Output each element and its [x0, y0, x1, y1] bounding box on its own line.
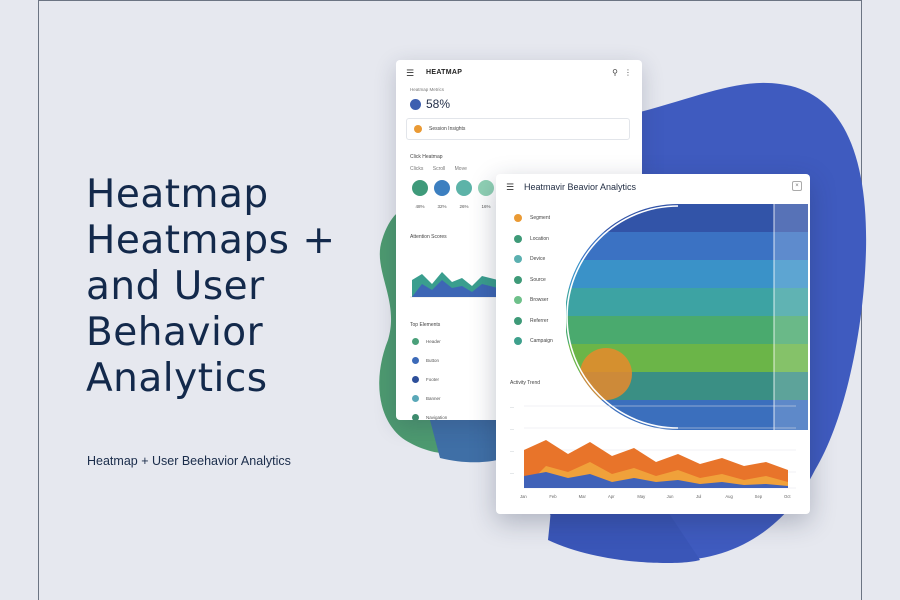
panel-header: ☰ HEATMAP ⚲ ⋮	[406, 68, 632, 82]
x-tick-label: May	[637, 494, 646, 499]
section-title: Activity Trend	[510, 380, 541, 386]
stat-label: 16%	[481, 204, 491, 209]
stat-circle-icon	[456, 180, 472, 196]
insight-card-text: Session Insights	[429, 126, 466, 132]
list-item-label: Navigation	[426, 415, 448, 420]
x-tick-label: Jan	[520, 494, 527, 499]
menu-icon[interactable]: ☰	[506, 182, 515, 192]
bullet-icon	[514, 255, 522, 263]
tab-bar: Clicks Scroll Move	[410, 166, 475, 172]
headline-line-2: Heatmaps +	[86, 218, 336, 263]
list-item-label: Button	[426, 358, 440, 363]
svg-text:—: —	[510, 470, 514, 475]
tab-scroll[interactable]: Scroll	[432, 166, 446, 172]
stat-label: 26%	[459, 204, 469, 209]
x-tick-label: Oct	[784, 494, 791, 499]
stat-label: 48%	[415, 204, 425, 209]
metric-value: 58%	[426, 97, 451, 111]
headline-line-3: and User	[86, 264, 265, 309]
bullet-icon	[412, 338, 419, 345]
heatmap-visual	[566, 204, 808, 430]
list-item-label: Browser	[530, 297, 549, 303]
bullet-icon	[514, 234, 522, 243]
bullet-icon	[514, 296, 522, 304]
area-chart-small	[410, 272, 500, 298]
panel-title: Heatmavir Beavior Analytics	[524, 182, 637, 192]
x-tick-label: Apr	[608, 494, 615, 499]
x-tick-label: Aug	[725, 494, 733, 499]
close-icon[interactable]: ×	[792, 181, 802, 191]
bullet-icon	[514, 337, 522, 345]
x-tick-label: Feb	[549, 494, 557, 499]
metric-dot-icon	[410, 99, 421, 110]
bullet-icon	[412, 395, 419, 402]
bullet-icon	[412, 414, 419, 420]
tab-clicks[interactable]: Clicks	[410, 166, 424, 172]
search-icon[interactable]: ⚲	[612, 68, 618, 77]
trend-area-chart: — — — — Jan Feb Mar Apr May Jun Jul Aug Sep Oct	[510, 404, 796, 499]
list-item-label: Banner	[426, 396, 441, 401]
list-item-label: Campaign	[530, 338, 553, 344]
headline-line-5: Analytics	[86, 356, 268, 401]
subtitle: Heatmap + User Beehavior Analytics	[87, 454, 291, 468]
dashboard-panel-front: ☰ Heatmavir Beavior Analytics × Segment …	[496, 174, 810, 514]
bullet-icon	[514, 316, 522, 325]
bullet-icon	[412, 376, 419, 383]
bullet-icon	[412, 357, 419, 364]
list-item-label: Footer	[426, 377, 440, 382]
metric-label: Heatmap Metrics	[410, 87, 445, 92]
svg-text:—: —	[510, 426, 514, 431]
list-item-label: Source	[530, 276, 546, 283]
x-tick-label: Jul	[696, 494, 701, 499]
menu-icon[interactable]: ☰	[406, 68, 415, 78]
x-tick-label: Mar	[579, 494, 587, 499]
stat-circle-icon	[478, 180, 494, 196]
section-title: Attention Scores	[410, 234, 447, 240]
list-item-label: Device	[530, 256, 546, 262]
list-item-label: Referrer	[530, 317, 549, 324]
circle-stats: 48% 32% 26% 16%	[412, 180, 512, 220]
headline: Heatmap Heatmaps + and User Behavior Ana…	[86, 172, 386, 402]
svg-text:—: —	[510, 404, 514, 409]
list-item-label: Location	[530, 235, 549, 242]
list-item-label: Header	[426, 339, 441, 344]
x-tick-label: Sep	[755, 494, 763, 499]
list-item-label: Segment	[530, 215, 551, 221]
bullet-icon	[514, 214, 522, 222]
insight-dot-icon	[414, 125, 422, 133]
headline-line-1: Heatmap	[86, 172, 269, 217]
stat-circle-icon	[412, 180, 428, 196]
tab-move[interactable]: Move	[454, 166, 467, 172]
headline-line-4: Behavior	[86, 310, 264, 355]
x-tick-label: Jun	[667, 494, 674, 499]
stat-label: 32%	[437, 204, 447, 209]
bullet-icon	[514, 275, 522, 284]
section-title: Click Heatmap	[410, 154, 443, 160]
insight-card[interactable]: Session Insights	[406, 118, 630, 140]
more-vertical-icon[interactable]: ⋮	[624, 68, 632, 77]
svg-text:—: —	[510, 448, 514, 453]
panel-title: HEATMAP	[426, 69, 463, 76]
section-title: Top Elements	[410, 322, 441, 328]
stat-circle-icon	[434, 180, 450, 196]
